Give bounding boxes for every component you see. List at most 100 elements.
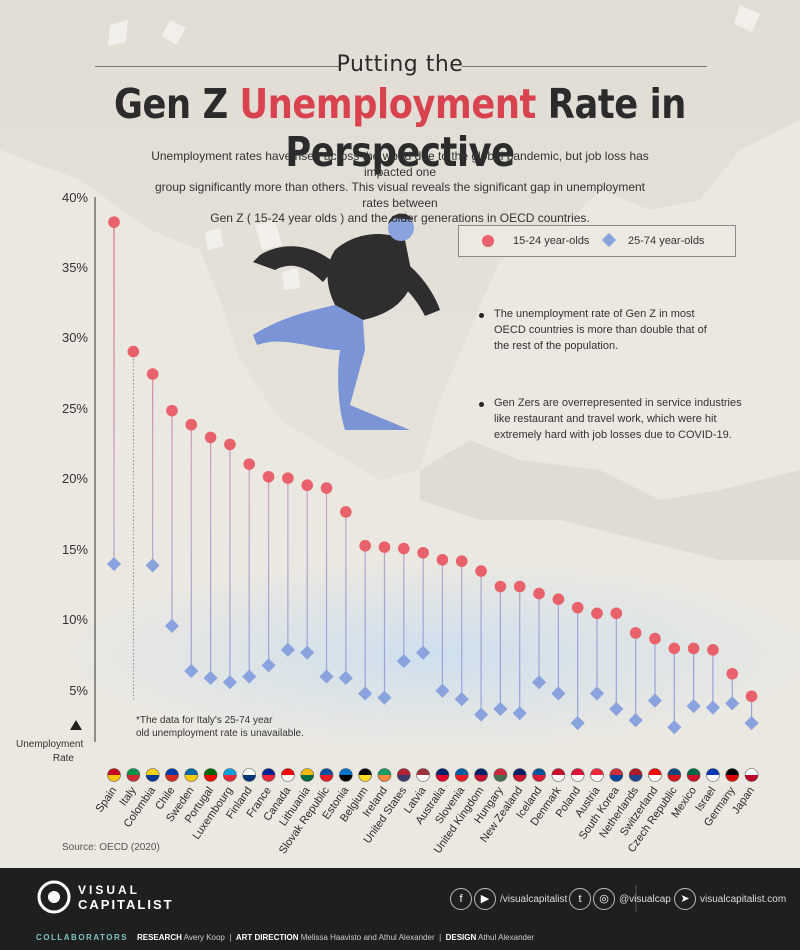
country-flag-icon [474,768,488,782]
adult-rate-marker [222,675,237,690]
flag-fill [609,768,623,782]
flag-outline [377,768,392,782]
flag-outline [261,768,276,782]
twitter-icon[interactable]: t [569,888,591,910]
flag-outline [339,768,353,782]
country-flag-icon [706,768,720,782]
youth-rate-marker [571,601,584,614]
credits-bar: COLLABORATORS RESEARCH Avery Koop | ART … [0,928,800,950]
country-flag-icon [570,768,585,782]
y-axis-title-line: Rate [52,753,74,764]
youth-rate-marker [224,438,236,451]
facebook-icon[interactable]: f [450,888,472,910]
flag-fill [107,768,121,782]
flag-band-top [609,768,623,775]
country-flag-icon [725,768,740,782]
design-label: DESIGN [445,933,477,942]
youth-rate-marker [533,587,545,600]
country-flag-icon [532,768,546,782]
flag-band-top [358,768,372,775]
flag-fill [474,768,488,782]
flag-fill [455,768,469,782]
country-flag-icon [396,768,411,782]
youth-rate-marker [398,542,410,555]
youth-rate-marker [378,541,391,553]
source-note: Source: OECD (2020) [62,842,160,853]
legend-adult-label: 25-74 year-olds [628,235,705,247]
adult-rate-marker [628,713,643,728]
country-flag-icon [667,768,682,782]
flag-fill [629,768,643,782]
flag-outline [107,768,121,782]
torso [327,234,413,320]
youth-rate-marker [282,472,294,484]
adult-rate-marker [319,669,334,684]
flag-band-bottom [513,775,527,782]
youth-rate-marker [417,546,429,559]
flag-band-top [223,768,237,775]
youth-rate-marker [707,644,719,656]
flag-fill [184,768,198,782]
flag-band-top [590,768,604,775]
flag-band-bottom [455,775,469,782]
y-axis-title: Unemployment Rate [16,738,83,766]
flag-band-bottom [687,775,701,782]
flag-fill [320,768,334,782]
flag-band-bottom [126,775,140,782]
flag-outline [590,768,604,782]
y-tick-label: 25% [61,401,88,416]
adult-rate-marker [493,701,508,717]
youth-rate-marker [320,482,333,494]
title-rule-right [462,66,707,67]
flag-outline [706,768,720,782]
flag-fill [493,768,507,782]
flag-fill [687,768,701,782]
country-flag-icon [339,768,353,782]
country-flag-icon [107,768,121,782]
flag-band-top [281,768,295,775]
subtitle: Unemployment rates have risen across the… [150,149,650,227]
flag-fill [339,768,353,782]
flag-outline [184,768,199,782]
country-flag-icon [242,768,257,782]
hair [388,213,413,224]
social-handle-tw-ig[interactable]: @visualcap [619,894,671,905]
social-handle-fb-yt[interactable]: /visualcapitalist [500,894,568,905]
country-flag-icon [628,768,643,782]
flag-band-bottom [146,775,160,782]
flag-band-top [725,768,739,775]
adult-rate-marker [300,645,315,660]
flag-fill [126,768,140,782]
adult-rate-marker [435,683,450,698]
flag-band-top [377,768,391,775]
flag-outline [203,768,218,782]
flag-fill [551,768,565,782]
instagram-icon[interactable]: ◎ [593,888,615,910]
adult-rate-marker [164,618,180,633]
country-flag-icon [454,768,469,782]
note-line: Gen Zers are overrepresented in service … [494,397,742,409]
flag-band-bottom [320,775,334,782]
flag-band-bottom [416,775,430,782]
front-arm [387,255,440,316]
country-flag-icon [609,768,624,782]
country-flag-icon [493,768,508,782]
adult-rate-marker [551,686,566,701]
flag-outline [319,768,334,782]
flag-band-bottom [339,775,353,782]
adult-rate-marker [589,686,605,701]
flag-band-top [667,768,681,775]
cursor-icon[interactable]: ➤ [674,888,696,910]
youth-rate-marker [687,642,700,655]
flag-band-top [397,768,411,775]
youtube-icon[interactable]: ▶ [474,888,496,910]
adult-rate-marker [416,645,431,660]
youth-rate-marker [204,431,217,444]
adult-rate-marker [531,675,547,690]
website-link[interactable]: visualcapitalist.com [700,894,787,905]
country-flag-icon [300,768,315,782]
country-flag-icon [686,768,701,782]
flag-outline [725,768,740,782]
flag-band-bottom [590,775,604,782]
